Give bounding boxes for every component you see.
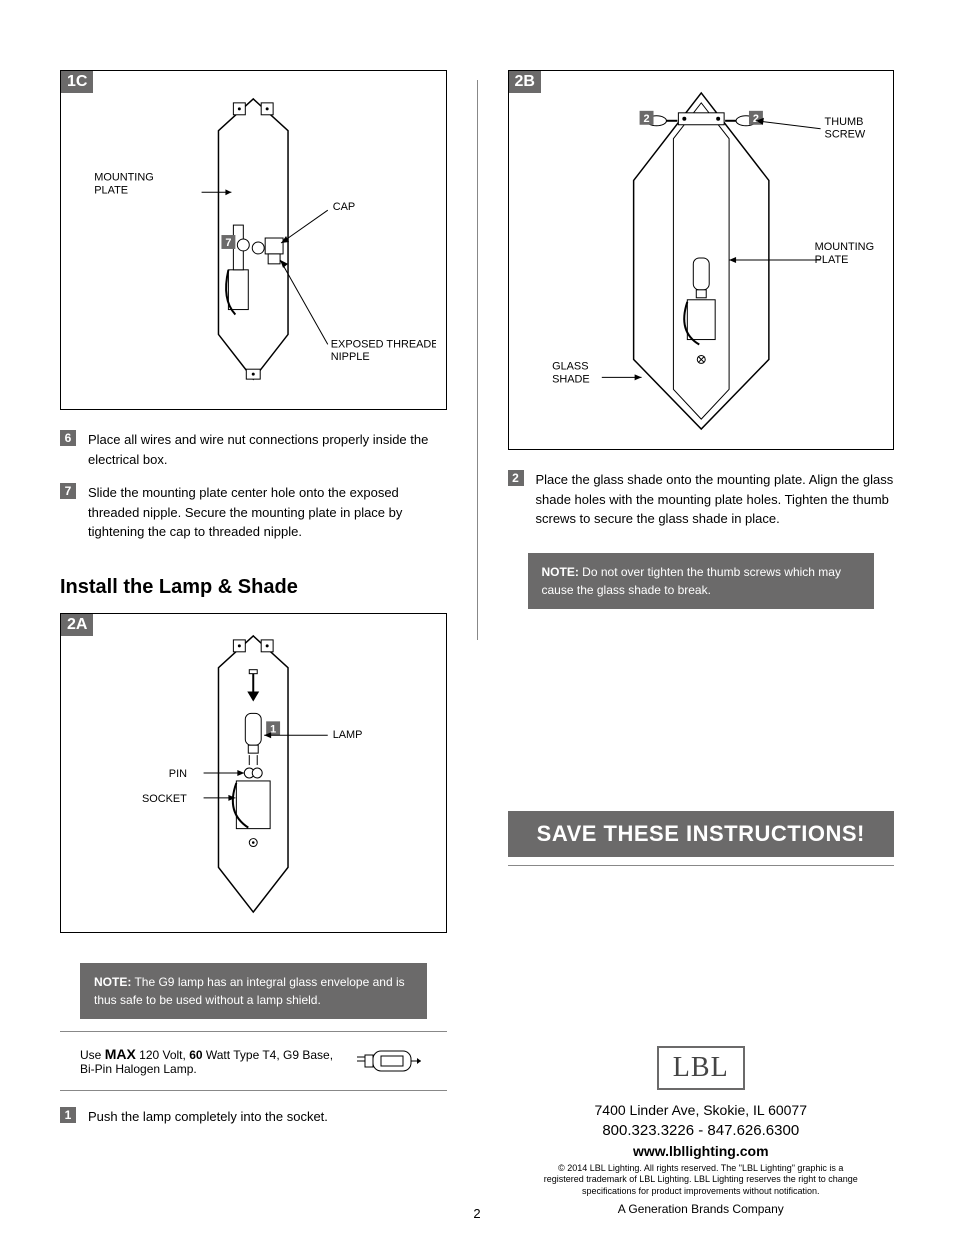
step-number: 6: [60, 430, 76, 446]
figure-2b: 2B: [508, 70, 895, 450]
svg-text:LAMP: LAMP: [333, 729, 363, 741]
step-number: 1: [60, 1107, 76, 1123]
note-text: The G9 lamp has an integral glass envelo…: [94, 975, 405, 1007]
footer: LBL 7400 Linder Ave, Skokie, IL 60077 80…: [508, 1046, 895, 1216]
note-text: Do not over tighten the thumb screws whi…: [542, 565, 841, 597]
footer-copyright: © 2014 LBL Lighting. All rights reserved…: [541, 1163, 861, 1198]
figure-label-2b: 2B: [509, 71, 541, 93]
step-text: Place all wires and wire nut connections…: [88, 430, 447, 469]
svg-text:MOUNTING: MOUNTING: [814, 241, 873, 253]
figure-2a: 2A: [60, 613, 447, 933]
step-2: 2 Place the glass shade onto the mountin…: [508, 470, 895, 529]
step-number: 2: [508, 470, 524, 486]
step-1: 1 Push the lamp completely into the sock…: [60, 1107, 447, 1127]
page: 1C: [0, 0, 954, 1256]
svg-text:CAP: CAP: [333, 201, 355, 213]
figure-1c-svg: 7 MOUNTING PLATE CAP EXPOSED THREADED NI…: [71, 81, 436, 399]
figure-2a-svg: 1 LAMP PIN SOCKET: [71, 624, 436, 922]
step-7: 7 Slide the mounting plate center hole o…: [60, 483, 447, 542]
step-number: 7: [60, 483, 76, 499]
svg-text:EXPOSED THREADED: EXPOSED THREADED: [331, 338, 436, 350]
save-instructions-banner: SAVE THESE INSTRUCTIONS!: [508, 811, 895, 857]
svg-text:2: 2: [643, 113, 649, 125]
figure-label-1c: 1C: [61, 71, 93, 93]
lamp-icon: [357, 1047, 427, 1075]
figure-1c: 1C: [60, 70, 447, 410]
left-column: 1C: [60, 70, 447, 1216]
spec-max: MAX: [105, 1046, 136, 1062]
svg-text:PIN: PIN: [169, 767, 187, 779]
svg-text:THUMB: THUMB: [824, 116, 863, 128]
svg-text:NIPPLE: NIPPLE: [331, 351, 370, 363]
svg-text:7: 7: [225, 237, 231, 249]
lbl-logo: LBL: [657, 1046, 745, 1090]
svg-text:GLASS: GLASS: [552, 360, 588, 372]
step-6: 6 Place all wires and wire nut connectio…: [60, 430, 447, 469]
section-title: Install the Lamp & Shade: [60, 576, 447, 599]
step-text: Slide the mounting plate center hole ont…: [88, 483, 447, 542]
note-label: NOTE:: [94, 975, 131, 989]
svg-text:SHADE: SHADE: [552, 373, 590, 385]
footer-url: www.lbllighting.com: [508, 1143, 895, 1159]
spec-mid: 120 Volt,: [136, 1048, 189, 1062]
column-divider: [477, 80, 478, 640]
svg-text:PLATE: PLATE: [94, 184, 128, 196]
note-2: NOTE: Do not over tighten the thumb scre…: [528, 553, 875, 609]
svg-text:SCREW: SCREW: [824, 129, 865, 141]
step-text: Place the glass shade onto the mounting …: [536, 470, 895, 529]
spec-text: Use MAX 120 Volt, 60 Watt Type T4, G9 Ba…: [80, 1046, 347, 1076]
note-label: NOTE:: [542, 565, 579, 579]
svg-text:PLATE: PLATE: [814, 254, 848, 266]
svg-text:MOUNTING: MOUNTING: [94, 171, 153, 183]
spec-pre: Use: [80, 1048, 105, 1062]
footer-address: 7400 Linder Ave, Skokie, IL 60077: [508, 1102, 895, 1118]
note-1: NOTE: The G9 lamp has an integral glass …: [80, 963, 427, 1019]
banner-underline: [508, 865, 895, 866]
spec-watt: 60: [189, 1048, 202, 1062]
lamp-spec: Use MAX 120 Volt, 60 Watt Type T4, G9 Ba…: [60, 1031, 447, 1091]
footer-phone: 800.323.3226 - 847.626.6300: [508, 1122, 895, 1139]
figure-label-2a: 2A: [61, 614, 93, 636]
figure-2b-svg: 2 2 THUMB SCREW MOUNTING PLATE GLASS SHA…: [519, 81, 884, 439]
page-number: 2: [0, 1206, 954, 1221]
step-text: Push the lamp completely into the socket…: [88, 1107, 447, 1127]
svg-text:SOCKET: SOCKET: [142, 792, 187, 804]
right-column: 2B: [508, 70, 895, 1216]
svg-text:2: 2: [752, 113, 758, 125]
